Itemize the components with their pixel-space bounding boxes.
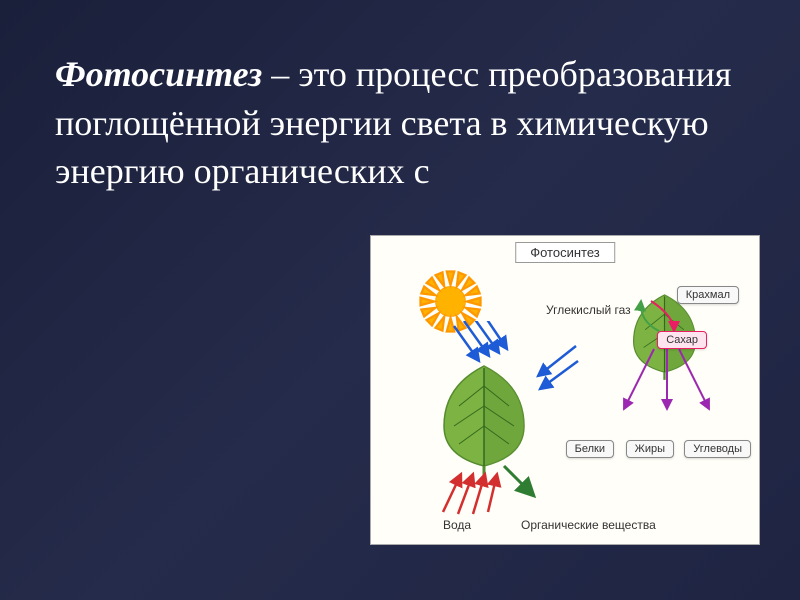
- slide-container: Фотосинтез – это процесс преобразования …: [0, 0, 800, 600]
- term: Фотосинтез: [55, 54, 262, 94]
- fats-label: Жиры: [626, 440, 674, 458]
- carbs-label: Углеводы: [684, 440, 751, 458]
- right-leaf-arrows: [619, 291, 719, 421]
- photosynthesis-diagram: Фотосинтез: [370, 235, 760, 545]
- definition-text: Фотосинтез – это процесс преобразования …: [55, 50, 745, 196]
- leaf-left-icon: [429, 356, 539, 476]
- co2-arrows: [526, 341, 586, 411]
- organic-label: Органические вещества: [521, 519, 656, 532]
- diagram-title: Фотосинтез: [515, 242, 615, 263]
- co2-label: Углекислый газ: [546, 304, 631, 317]
- sugar-label: Сахар: [657, 331, 707, 349]
- dash: –: [262, 54, 298, 94]
- starch-label: Крахмал: [677, 286, 739, 304]
- proteins-label: Белки: [566, 440, 614, 458]
- organic-arrow: [499, 461, 544, 506]
- water-label: Вода: [443, 518, 471, 532]
